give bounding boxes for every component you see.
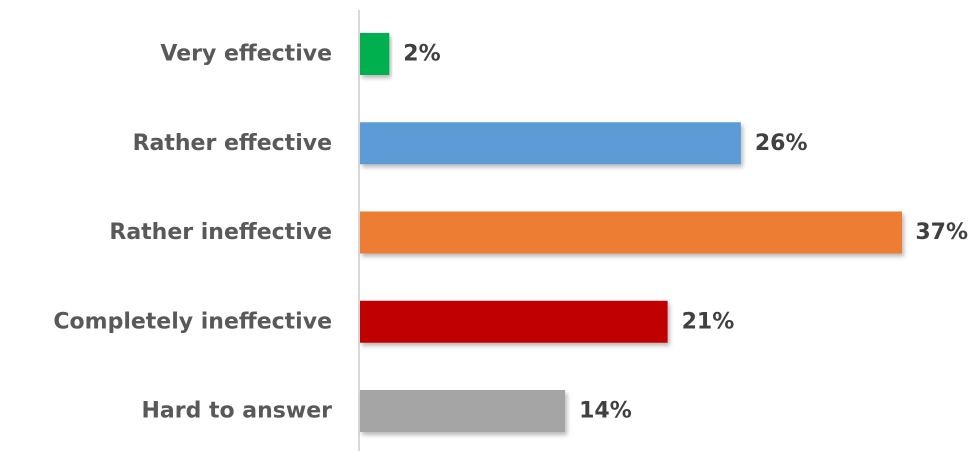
bar-rather-effective bbox=[360, 122, 741, 165]
category-label-rather-ineffective: Rather ineffective bbox=[109, 220, 332, 245]
bar-rather-ineffective bbox=[360, 211, 902, 254]
category-labels: Very effective Rather effective Rather ine… bbox=[53, 42, 332, 424]
category-label-very-effective: Very effective bbox=[160, 42, 332, 67]
value-label-hard-to-answer: 14% bbox=[579, 399, 632, 424]
category-label-hard-to-answer: Hard to answer bbox=[141, 399, 332, 424]
value-label-rather-ineffective: 37% bbox=[915, 220, 968, 245]
bar-completely-ineffective bbox=[360, 300, 668, 343]
category-label-rather-effective: Rather effective bbox=[133, 131, 332, 156]
value-label-completely-ineffective: 21% bbox=[682, 309, 735, 334]
value-label-rather-effective: 26% bbox=[755, 131, 808, 156]
value-labels: 2% 26% 37% 21% 14% bbox=[403, 42, 968, 424]
category-label-completely-ineffective: Completely ineffective bbox=[53, 309, 332, 334]
bar-hard-to-answer bbox=[360, 390, 566, 432]
bar-very-effective bbox=[360, 33, 390, 75]
bars-layer bbox=[360, 33, 902, 432]
value-label-very-effective: 2% bbox=[403, 42, 440, 67]
